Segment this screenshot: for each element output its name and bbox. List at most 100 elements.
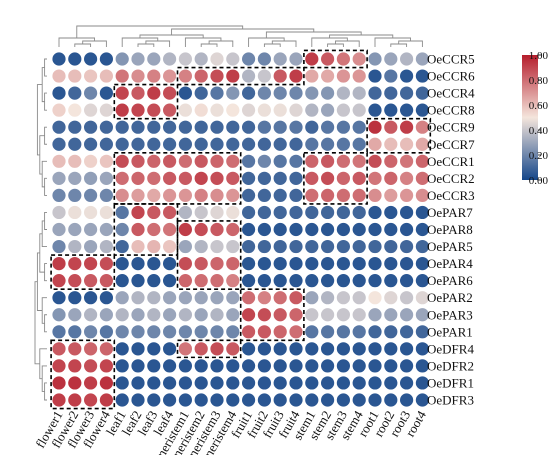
cell-OePAR3-fruit3 [273,308,287,322]
cell-OeCCR2-fruit1 [242,171,256,185]
cell-OeDFR4-fruit1 [242,342,256,356]
cell-OePAR4-leaf4 [163,257,177,271]
row-label-OeDFR2: OeDFR2 [427,358,474,373]
row-label-OePAR4: OePAR4 [427,256,473,271]
cell-OePAR2-meristem2 [194,291,208,305]
cell-OeDFR3-flower2 [68,393,82,407]
cell-OeCCR1-root3 [400,154,414,168]
cell-OePAR5-root2 [384,239,398,254]
cell-OePAR7-fruit4 [289,205,303,220]
cell-OeCCR2-root4 [415,171,429,185]
cell-OeDFR3-root4 [415,393,429,407]
cell-OeCCR6-meristem1 [178,69,192,83]
cell-OeDFR1-stem4 [352,376,366,390]
cell-OePAR3-flower3 [84,308,98,322]
cell-OeDFR2-meristem1 [178,359,192,373]
cell-OeCCR4-leaf3 [147,86,161,100]
cell-OeCCR1-fruit1 [242,154,256,168]
cell-OeCCR5-flower1 [52,52,66,66]
cell-OePAR7-stem4 [352,205,366,220]
cell-OeCCR7-stem2 [321,137,335,151]
cell-OeCCR2-flower1 [52,171,66,185]
cell-OeCCR5-flower3 [84,52,98,66]
highlight-box-7 [113,203,179,256]
cell-OeCCR4-flower3 [84,86,98,100]
cell-OePAR2-fruit2 [257,291,271,305]
cell-OePAR3-root2 [384,308,398,322]
cell-OePAR3-flower4 [99,308,113,322]
colorbar-gradient [522,55,538,180]
cell-OeCCR4-root3 [400,86,414,100]
cell-OeDFR2-fruit4 [289,359,303,373]
cell-OeDFR4-meristem1 [178,342,192,356]
cell-OeCCR9-stem2 [321,120,335,134]
cell-OeCCR9-root2 [384,120,398,134]
cell-OePAR8-flower4 [99,222,113,237]
row-label-OeCCR3: OeCCR3 [427,188,475,203]
top-dendrogram-link-7 [200,43,218,47]
cell-OePAR6-leaf3 [147,274,161,288]
cell-OePAR7-meristem3 [210,205,224,220]
left-dendrogram-link-11 [44,263,47,282]
row-label-OeDFR1: OeDFR1 [427,375,474,390]
top-dendrogram-link-9 [184,37,222,47]
cell-OeDFR1-leaf4 [163,376,177,390]
cell-OeDFR2-leaf3 [147,359,161,373]
cell-OeCCR3-fruit1 [242,188,256,202]
cell-OeCCR8-root3 [400,103,414,117]
cell-OePAR2-leaf3 [147,291,161,305]
cell-OePAR3-meristem4 [226,308,240,322]
cell-OeCCR5-stem3 [336,52,350,66]
cell-OePAR7-fruit2 [257,205,271,220]
cell-OePAR7-root2 [384,205,398,220]
cell-OeCCR1-stem1 [305,154,319,168]
cell-OePAR6-root4 [415,274,429,288]
cell-OePAR4-stem2 [321,257,335,271]
cell-OeDFR4-fruit3 [273,342,287,356]
cell-OeCCR5-meristem4 [226,52,240,66]
cell-OeCCR6-root4 [415,69,429,83]
cell-OeDFR1-fruit1 [242,376,256,390]
cell-OeCCR9-root1 [368,120,382,134]
highlight-boxes [50,49,432,410]
highlight-box-6 [303,151,368,205]
row-label-OeCCR7: OeCCR7 [427,137,475,152]
cell-OePAR1-flower4 [99,325,113,339]
row-label-OeCCR5: OeCCR5 [427,52,475,67]
cell-OeCCR5-leaf1 [115,52,129,66]
row-label-OeCCR9: OeCCR9 [427,120,475,135]
cell-OeDFR2-meristem4 [226,359,240,373]
cell-OePAR5-meristem1 [178,239,192,254]
cell-OeCCR5-fruit4 [289,52,303,66]
cell-OeCCR5-leaf2 [131,52,145,66]
cell-OeCCR1-meristem1 [178,154,192,168]
cell-OeDFR1-fruit4 [289,376,303,390]
cell-OeCCR3-stem2 [321,188,335,202]
cell-OeDFR1-root4 [415,376,429,390]
cell-OePAR6-meristem2 [194,274,208,288]
cell-OeCCR3-leaf2 [131,188,145,202]
cell-OePAR5-root1 [368,239,382,254]
cell-OeCCR1-fruit4 [289,154,303,168]
cell-OeCCR5-root1 [368,52,382,66]
cell-OeCCR6-flower1 [52,69,66,83]
cell-OeCCR3-flower4 [99,188,113,202]
cell-OePAR6-fruit3 [273,274,287,288]
cell-OePAR1-fruit2 [257,325,271,339]
cell-OeCCR8-meristem2 [194,103,208,117]
colorbar-tick-label: 0.40 [529,125,549,137]
cell-OeDFR4-flower3 [84,342,98,356]
cell-OeCCR9-leaf1 [115,120,129,134]
cell-OePAR1-root3 [400,325,414,339]
cell-OePAR3-leaf3 [147,308,161,322]
cell-OePAR8-leaf1 [115,222,129,237]
cell-OeCCR4-stem3 [336,86,350,100]
cell-OeDFR2-flower3 [84,359,98,373]
cell-OeCCR9-fruit2 [257,120,271,134]
cell-OeCCR7-leaf1 [115,137,129,151]
cell-OePAR3-meristem2 [194,308,208,322]
cell-OeCCR6-leaf4 [163,69,177,83]
cell-OeCCR5-flower2 [68,52,82,66]
cell-OePAR3-leaf1 [115,308,129,322]
cell-OeCCR8-stem2 [321,103,335,117]
